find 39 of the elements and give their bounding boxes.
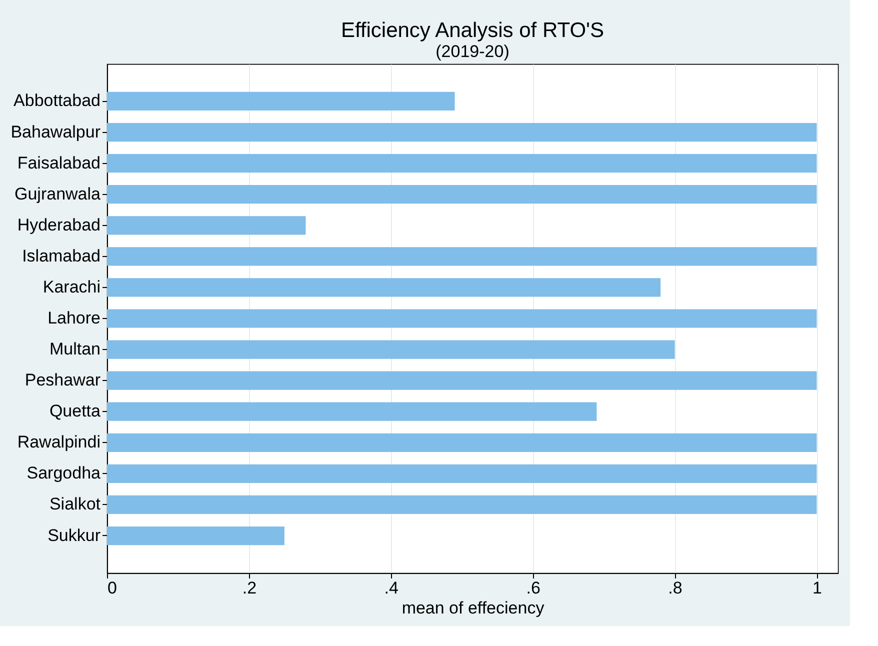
bar xyxy=(107,402,597,421)
bar xyxy=(107,433,817,452)
bar xyxy=(107,340,675,359)
y-tick-label: Bahawalpur xyxy=(10,122,101,142)
bar xyxy=(107,122,817,142)
y-tick-label: Sukkur xyxy=(48,526,101,545)
x-tick-label: .6 xyxy=(526,578,540,598)
y-tick-label: Hyderabad xyxy=(17,215,100,234)
bar xyxy=(107,185,817,204)
y-tick-label: Islamabad xyxy=(22,246,100,266)
y-tick-label: Gujranwala xyxy=(14,184,102,204)
y-tick-label: Karachi xyxy=(42,277,100,296)
y-tick-label: Peshawar xyxy=(24,370,101,390)
chart-title: Efficiency Analysis of RTO'S xyxy=(340,19,604,42)
y-tick-label: Lahore xyxy=(48,308,100,328)
y-tick-label: Sargodha xyxy=(26,464,102,483)
y-tick-label: Quetta xyxy=(49,402,102,421)
y-tick-label: Rawalpindi xyxy=(17,432,100,452)
y-tick-label: Faisalabad xyxy=(17,153,100,172)
y-tick-label: Sialkot xyxy=(49,494,101,514)
y-tick-label: Abbottabad xyxy=(14,91,100,110)
bar xyxy=(107,92,455,111)
bar xyxy=(107,278,661,297)
bar xyxy=(107,526,284,546)
bar xyxy=(107,464,817,483)
x-tick-label: 0 xyxy=(108,578,117,598)
chart-subtitle: (2019-20) xyxy=(436,42,510,61)
bar xyxy=(107,371,817,390)
x-tick-label: .8 xyxy=(668,578,682,598)
x-tick-label: 1 xyxy=(812,578,822,598)
x-axis-title: mean of effeciency xyxy=(402,598,545,618)
x-tick-label: .2 xyxy=(242,578,257,598)
y-tick-label: Multan xyxy=(49,340,100,359)
x-tick-label: .4 xyxy=(384,578,398,598)
bar xyxy=(107,247,817,266)
bar xyxy=(107,154,817,173)
bar xyxy=(107,309,817,328)
bar xyxy=(107,495,817,514)
bar xyxy=(107,216,306,235)
